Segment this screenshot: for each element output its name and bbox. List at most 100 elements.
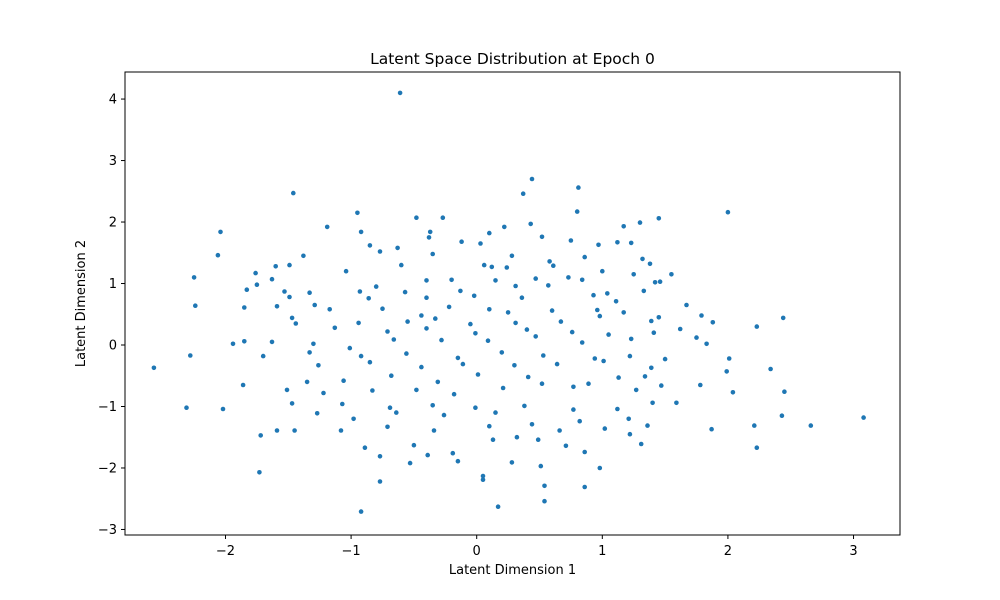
scatter-point: [184, 405, 189, 411]
scatter-point: [449, 277, 454, 283]
scatter-point: [424, 326, 429, 331]
scatter-point: [601, 358, 606, 364]
scatter-point: [293, 321, 299, 326]
scatter-point: [316, 363, 321, 368]
scatter-point: [505, 310, 511, 315]
scatter-point: [529, 176, 535, 182]
scatter-point: [504, 265, 510, 270]
scatter-point: [389, 373, 394, 379]
scatter-point: [571, 384, 576, 390]
scatter-point: [321, 390, 326, 396]
scatter-point: [710, 320, 716, 325]
scatter-point: [626, 416, 631, 422]
scatter-point: [677, 326, 683, 332]
y-tick-label: 4: [109, 93, 117, 108]
scatter-point: [493, 410, 498, 415]
scatter-point: [362, 445, 368, 451]
scatter-point: [574, 209, 580, 214]
scatter-point: [307, 290, 312, 296]
scatter-point: [649, 318, 654, 324]
scatter-point: [314, 411, 320, 416]
chart-title: Latent Space Distribution at Epoch 0: [370, 50, 655, 68]
scatter-point: [287, 262, 292, 268]
scatter-point: [631, 272, 636, 277]
scatter-point: [628, 336, 634, 342]
scatter-point: [338, 428, 344, 433]
scatter-point: [387, 405, 393, 411]
scatter-point: [366, 296, 372, 301]
scatter-point: [367, 359, 373, 365]
scatter-point: [569, 329, 575, 335]
scatter-point: [627, 431, 633, 437]
scatter-point: [640, 256, 645, 262]
x-tick-label: 3: [849, 544, 857, 559]
scatter-point: [480, 473, 486, 479]
scatter-point: [582, 449, 587, 455]
scatter-point: [522, 403, 527, 409]
y-tick-label: 3: [109, 154, 117, 169]
scatter-point: [694, 335, 699, 340]
scatter-point: [582, 254, 587, 260]
scatter-point: [600, 268, 605, 274]
scatter-point: [698, 382, 703, 388]
scatter-point: [656, 216, 662, 221]
scatter-point: [642, 374, 648, 379]
scatter-point: [662, 356, 668, 362]
scatter-point: [478, 241, 483, 246]
scatter-point: [385, 424, 390, 430]
scatter-point: [725, 209, 731, 215]
scatter-point: [435, 379, 441, 385]
scatter-point: [754, 445, 760, 451]
scatter-point: [240, 382, 246, 388]
scatter-point: [307, 350, 312, 355]
scatter-point: [576, 185, 581, 190]
scatter-point: [699, 313, 704, 318]
scatter-point: [468, 321, 473, 327]
scatter-point: [500, 385, 506, 391]
scatter-point: [427, 229, 433, 235]
scatter-point: [377, 249, 383, 254]
scatter-point: [768, 366, 773, 372]
scatter-point: [782, 389, 787, 395]
scatter-point: [650, 400, 655, 406]
scatter-point: [446, 304, 452, 310]
scatter-point: [385, 329, 390, 334]
scatter-point: [513, 320, 518, 326]
scatter-point: [645, 423, 650, 428]
scatter-point: [724, 369, 729, 374]
scatter-point: [411, 442, 417, 448]
scatter-point: [451, 391, 457, 397]
scatter-point: [257, 470, 262, 475]
scatter-point: [649, 365, 654, 371]
y-tick-label: 0: [109, 339, 117, 354]
scatter-point: [312, 302, 318, 308]
scatter-point: [616, 375, 621, 380]
data-points: [151, 90, 866, 514]
scatter-point: [402, 289, 408, 295]
x-axis-label: Latent Dimension 1: [449, 563, 576, 578]
scatter-point: [547, 259, 552, 264]
scatter-point: [637, 220, 643, 225]
scatter-point: [404, 351, 409, 356]
scatter-point: [426, 235, 432, 240]
scatter-point: [289, 401, 295, 406]
scatter-point: [627, 353, 633, 359]
y-axis-label: Latent Dimension 2: [74, 240, 89, 367]
scatter-point: [301, 253, 306, 259]
scatter-point: [861, 415, 866, 420]
scatter-point: [395, 245, 400, 251]
scatter-point: [551, 263, 556, 269]
scatter-point: [493, 278, 498, 283]
scatter-point: [424, 278, 429, 283]
scatter-point: [554, 361, 560, 367]
scatter-point: [490, 437, 496, 443]
scatter-point: [780, 315, 786, 321]
scatter-point: [602, 426, 608, 431]
scatter-point: [459, 239, 464, 244]
scatter-point: [539, 234, 545, 240]
x-tick-label: −1: [342, 544, 361, 559]
scatter-point: [709, 426, 714, 432]
scatter-point: [621, 224, 626, 229]
scatter-point: [311, 341, 316, 347]
